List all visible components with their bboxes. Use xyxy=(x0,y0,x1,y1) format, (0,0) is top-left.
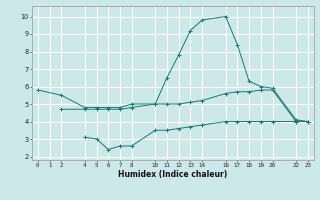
X-axis label: Humidex (Indice chaleur): Humidex (Indice chaleur) xyxy=(118,170,228,179)
